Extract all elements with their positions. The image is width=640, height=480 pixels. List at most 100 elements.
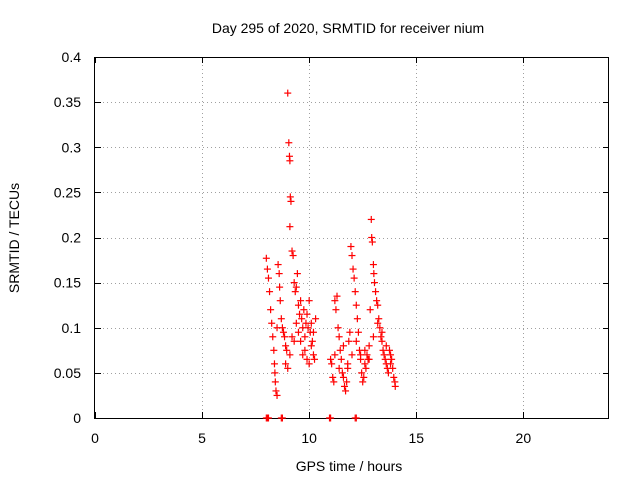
y-tick-label: 0.25 — [54, 184, 81, 200]
data-point — [264, 274, 272, 282]
data-point — [339, 373, 347, 381]
data-point — [301, 346, 309, 354]
data-points — [262, 89, 399, 422]
data-point — [372, 288, 380, 296]
data-point — [296, 310, 304, 318]
data-point — [276, 283, 284, 291]
data-point — [368, 234, 376, 241]
data-point — [348, 252, 356, 260]
data-point — [301, 333, 309, 341]
data-point — [391, 382, 399, 390]
data-point — [341, 382, 349, 390]
grid-lines — [95, 57, 609, 418]
data-point — [290, 337, 298, 345]
data-point — [286, 351, 294, 359]
data-point — [367, 215, 375, 223]
data-point — [354, 328, 362, 336]
data-point — [282, 342, 290, 350]
data-point — [286, 223, 294, 231]
data-point — [282, 360, 290, 368]
data-point — [277, 315, 285, 323]
data-point — [305, 297, 313, 305]
data-point — [286, 193, 294, 201]
data-point — [309, 328, 317, 336]
data-point — [331, 297, 339, 305]
data-point — [288, 247, 296, 255]
data-point — [389, 364, 397, 372]
data-point — [344, 360, 352, 368]
data-point — [285, 139, 293, 147]
data-point — [273, 391, 281, 399]
data-point — [387, 360, 395, 368]
data-point — [294, 328, 302, 336]
x-tick-label: 15 — [408, 430, 424, 446]
data-point — [352, 301, 360, 309]
data-point — [267, 306, 275, 314]
data-point — [334, 324, 342, 332]
data-point — [381, 355, 389, 363]
data-point — [350, 274, 358, 282]
data-point — [262, 254, 270, 262]
data-point — [303, 310, 311, 318]
data-point — [382, 342, 390, 350]
y-tick-label: 0.15 — [54, 275, 81, 291]
data-point — [266, 288, 274, 296]
y-tick-label: 0 — [73, 410, 81, 426]
data-point — [370, 270, 378, 278]
data-point — [293, 270, 301, 278]
data-point — [361, 346, 369, 354]
y-tick-label: 0.05 — [54, 365, 81, 381]
data-point — [304, 324, 312, 332]
data-point — [327, 355, 335, 363]
data-point — [284, 364, 292, 372]
data-point — [332, 306, 340, 314]
data-point — [362, 364, 370, 372]
data-point — [329, 373, 337, 381]
data-point — [376, 324, 384, 332]
data-point — [281, 333, 289, 341]
data-point — [279, 328, 287, 336]
data-point — [336, 346, 344, 354]
y-tick-label: 0.2 — [62, 230, 82, 246]
data-point — [270, 360, 278, 368]
data-point — [378, 337, 386, 345]
data-point — [377, 333, 385, 341]
data-point — [333, 292, 341, 300]
data-point — [308, 337, 316, 345]
data-point — [331, 351, 339, 359]
data-point — [288, 333, 296, 341]
data-point — [363, 351, 371, 359]
data-point — [275, 270, 283, 278]
data-point — [352, 337, 360, 345]
data-point — [387, 351, 395, 359]
data-point — [378, 328, 386, 336]
data-point — [264, 414, 272, 422]
data-point — [327, 414, 335, 422]
data-point — [337, 355, 345, 363]
data-point — [390, 373, 398, 381]
data-point — [269, 333, 277, 341]
y-axis-label: SRMTID / TECUs — [6, 183, 22, 293]
data-point — [369, 333, 377, 341]
data-point — [311, 355, 319, 363]
data-point — [374, 301, 382, 309]
axis-ticks: 0 5 10 15 20 0 0.05 0.1 0.15 0.2 0.25 0.3 0.35 0.4 — [54, 49, 609, 446]
data-point — [297, 337, 305, 345]
data-point — [369, 261, 377, 269]
data-point — [330, 378, 338, 386]
data-point — [274, 261, 282, 269]
data-point — [380, 351, 388, 359]
data-point — [335, 333, 343, 341]
data-point — [349, 265, 357, 273]
data-point — [312, 315, 320, 323]
data-point — [268, 319, 276, 327]
data-point — [359, 378, 367, 386]
data-point — [303, 355, 311, 363]
data-point — [374, 319, 382, 327]
data-point — [338, 369, 346, 377]
y-tick-label: 0.1 — [62, 320, 82, 336]
data-point — [271, 369, 279, 377]
data-point — [328, 360, 336, 368]
x-axis-label: GPS time / hours — [296, 458, 403, 474]
data-point — [283, 346, 291, 354]
